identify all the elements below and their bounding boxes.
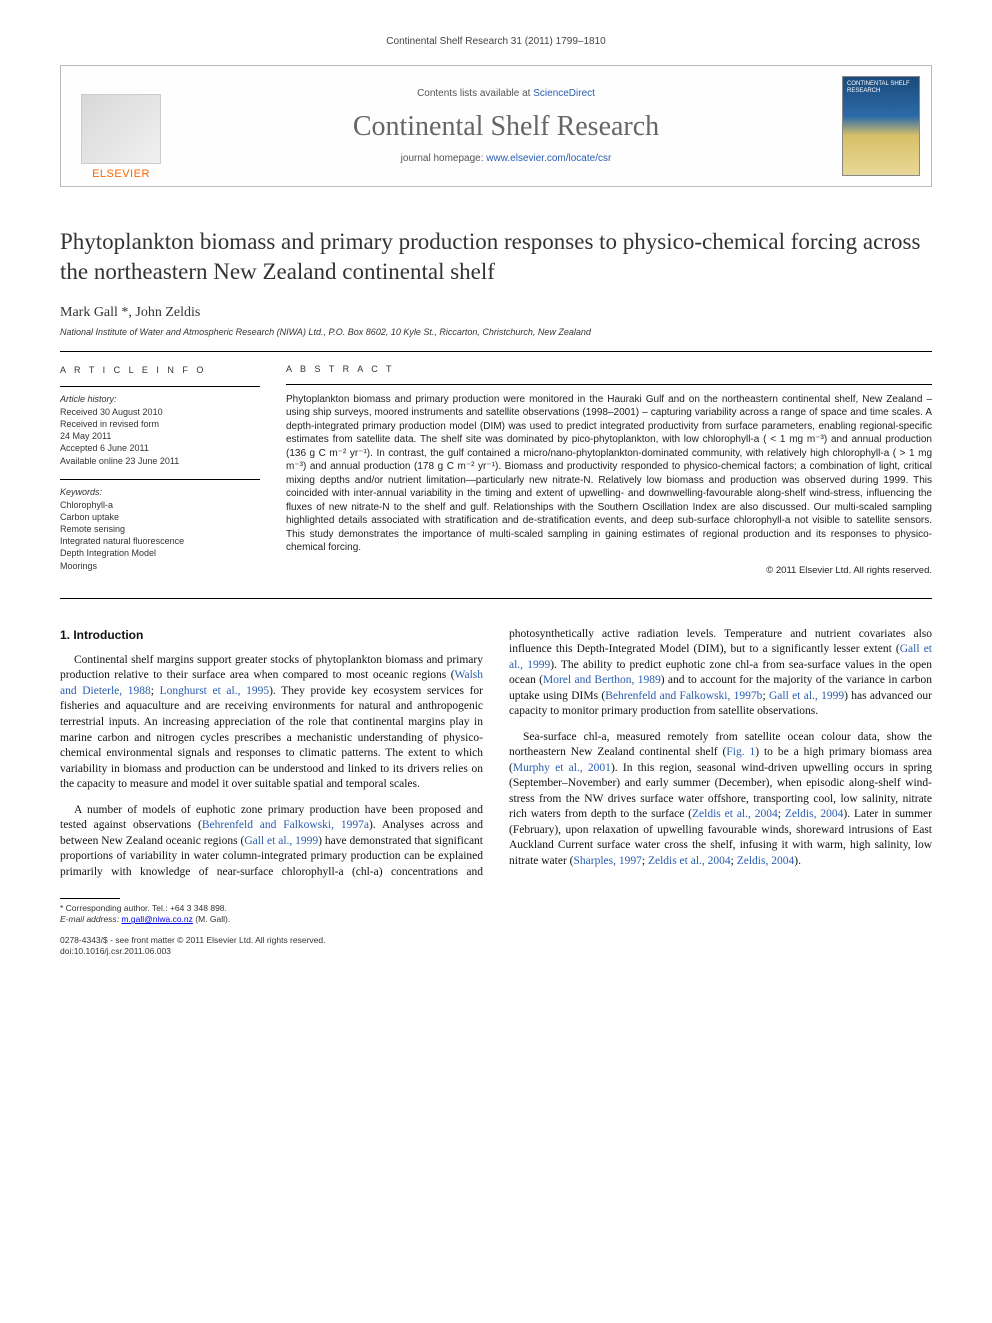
issn-line: 0278-4343/$ - see front matter © 2011 El… — [60, 935, 932, 946]
journal-cover-icon: CONTINENTAL SHELF RESEARCH — [842, 76, 920, 176]
email-line: E-mail address: m.gall@niwa.co.nz (M. Ga… — [60, 914, 461, 925]
citation-link[interactable]: Sharples, 1997 — [574, 855, 642, 867]
homepage-line: journal homepage: www.elsevier.com/locat… — [401, 153, 612, 164]
abstract: A B S T R A C T Phytoplankton biomass an… — [286, 364, 932, 584]
info-rule — [60, 386, 260, 387]
footnote-rule — [60, 898, 120, 899]
cover-label: CONTINENTAL SHELF RESEARCH — [847, 81, 915, 94]
authors: Mark Gall *, John Zeldis — [60, 305, 932, 321]
corresponding-author: * Corresponding author. Tel.: +64 3 348 … — [60, 903, 461, 914]
history-line: Received 30 August 2010 — [60, 406, 260, 418]
rule-top — [60, 351, 932, 352]
history-label: Article history: — [60, 393, 260, 405]
sciencedirect-link[interactable]: ScienceDirect — [533, 88, 595, 99]
citation-link[interactable]: Zeldis, 2004 — [785, 808, 844, 820]
history-line: Accepted 6 June 2011 — [60, 442, 260, 454]
article-title: Phytoplankton biomass and primary produc… — [60, 227, 932, 287]
section-heading: 1. Introduction — [60, 627, 483, 643]
contents-line: Contents lists available at ScienceDirec… — [417, 88, 595, 99]
article-info-heading: A R T I C L E I N F O — [60, 364, 260, 376]
keywords-block: Keywords: Chlorophyll-a Carbon uptake Re… — [60, 486, 260, 572]
citation-link[interactable]: Morel and Berthon, 1989 — [543, 674, 661, 686]
rule-bottom — [60, 598, 932, 599]
keyword: Remote sensing — [60, 523, 260, 535]
keyword: Integrated natural fluorescence — [60, 535, 260, 547]
abstract-body: Phytoplankton biomass and primary produc… — [286, 393, 932, 555]
keyword: Moorings — [60, 560, 260, 572]
cover-block: CONTINENTAL SHELF RESEARCH — [831, 66, 931, 186]
text: Continental shelf margins support greate… — [60, 654, 483, 682]
citation-link[interactable]: Murphy et al., 2001 — [513, 762, 611, 774]
citation-link[interactable]: Zeldis et al., 2004 — [692, 808, 778, 820]
text: ; — [778, 808, 785, 820]
figure-link[interactable]: Fig. 1 — [726, 746, 755, 758]
info-rule — [60, 479, 260, 480]
masthead-center: Contents lists available at ScienceDirec… — [181, 66, 831, 186]
citation-link[interactable]: Zeldis, 2004 — [737, 855, 795, 867]
keywords-label: Keywords: — [60, 486, 260, 498]
text: ). They provide key ecosystem services f… — [60, 685, 483, 790]
keyword: Chlorophyll-a — [60, 499, 260, 511]
publisher-block: ELSEVIER — [61, 66, 181, 186]
doi-line: doi:10.1016/j.csr.2011.06.003 — [60, 946, 932, 957]
history-line: 24 May 2011 — [60, 430, 260, 442]
footer: 0278-4343/$ - see front matter © 2011 El… — [60, 935, 932, 957]
citation-link[interactable]: Zeldis et al., 2004 — [648, 855, 731, 867]
publisher-logo-icon — [81, 94, 161, 164]
abstract-copyright: © 2011 Elsevier Ltd. All rights reserved… — [286, 565, 932, 576]
abstract-heading: A B S T R A C T — [286, 364, 932, 374]
keyword: Depth Integration Model — [60, 547, 260, 559]
history-line: Received in revised form — [60, 418, 260, 430]
email-link[interactable]: m.gall@niwa.co.nz — [121, 914, 192, 924]
contents-prefix: Contents lists available at — [417, 88, 533, 99]
email-suffix: (M. Gall). — [193, 914, 230, 924]
article-info: A R T I C L E I N F O Article history: R… — [60, 364, 260, 584]
homepage-link[interactable]: www.elsevier.com/locate/csr — [486, 153, 611, 164]
body-paragraph: Continental shelf margins support greate… — [60, 653, 483, 793]
citation-link[interactable]: Behrenfeld and Falkowski, 1997b — [605, 690, 762, 702]
body-columns: 1. Introduction Continental shelf margin… — [60, 627, 932, 880]
footnotes: * Corresponding author. Tel.: +64 3 348 … — [60, 898, 461, 925]
citation-link[interactable]: Gall et al., 1999 — [769, 690, 844, 702]
citation-link[interactable]: Gall et al., 1999 — [244, 835, 318, 847]
history-line: Available online 23 June 2011 — [60, 455, 260, 467]
history-block: Article history: Received 30 August 2010… — [60, 393, 260, 467]
citation-link[interactable]: Longhurst et al., 1995 — [160, 685, 269, 697]
running-head: Continental Shelf Research 31 (2011) 179… — [60, 36, 932, 47]
email-label: E-mail address: — [60, 914, 121, 924]
affiliation: National Institute of Water and Atmosphe… — [60, 327, 932, 337]
keyword: Carbon uptake — [60, 511, 260, 523]
meta-row: A R T I C L E I N F O Article history: R… — [60, 364, 932, 584]
journal-name: Continental Shelf Research — [353, 111, 659, 143]
citation-link[interactable]: Behrenfeld and Falkowski, 1997a — [202, 819, 369, 831]
body-paragraph: Sea-surface chl-a, measured remotely fro… — [509, 730, 932, 870]
abstract-rule — [286, 384, 932, 385]
text: ). — [794, 855, 801, 867]
publisher-name: ELSEVIER — [92, 168, 150, 180]
homepage-prefix: journal homepage: — [401, 153, 487, 164]
text: ; — [151, 685, 160, 697]
masthead: ELSEVIER Contents lists available at Sci… — [60, 65, 932, 187]
